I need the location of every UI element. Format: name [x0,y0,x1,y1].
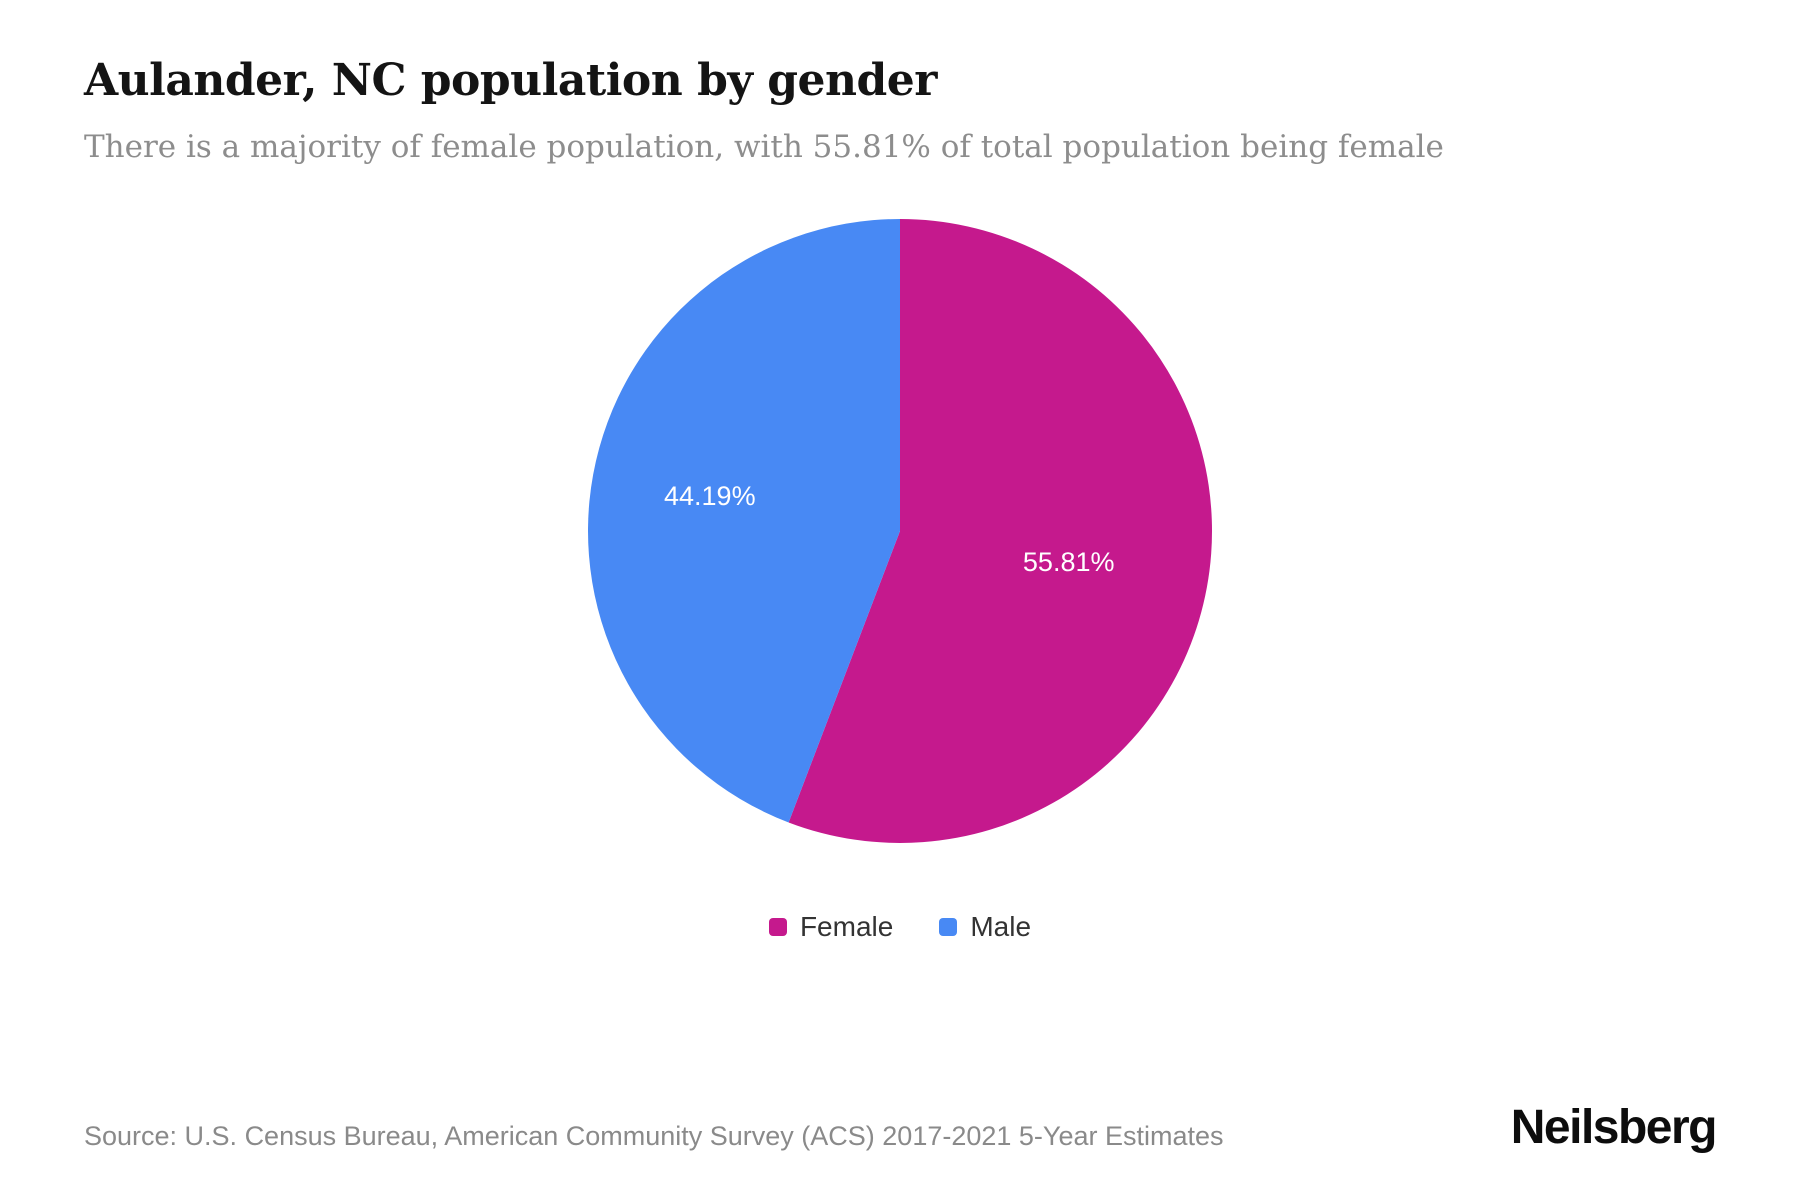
legend-label-female: Female [799,910,894,942]
chart-footer: Source: U.S. Census Bureau, American Com… [84,1101,1718,1154]
legend-swatch-female [768,917,787,936]
slice-value-label-female: 55.81% [1023,547,1115,577]
chart-header: Aulander, NC population by gender There … [0,0,1800,167]
slice-value-label-male: 44.19% [664,481,756,511]
chart-legend: Female Male [0,911,1800,943]
legend-label-male: Male [970,910,1032,942]
page-subtitle: There is a majority of female population… [84,128,1444,165]
pie-chart-area: 55.81% 44.19% [0,209,1800,853]
brand-logo: Neilsberg [1510,1101,1718,1154]
legend-item-female[interactable]: Female [768,910,894,943]
legend-swatch-male [939,917,958,936]
pie-slice-male[interactable] [588,218,900,823]
pie-chart: 55.81% 44.19% [588,218,1213,843]
source-note: Source: U.S. Census Bureau, American Com… [84,1121,1224,1151]
pie-slice-female[interactable] [788,218,1213,843]
page-title: Aulander, NC population by gender [84,55,937,106]
legend-item-male[interactable]: Male [939,911,1031,943]
